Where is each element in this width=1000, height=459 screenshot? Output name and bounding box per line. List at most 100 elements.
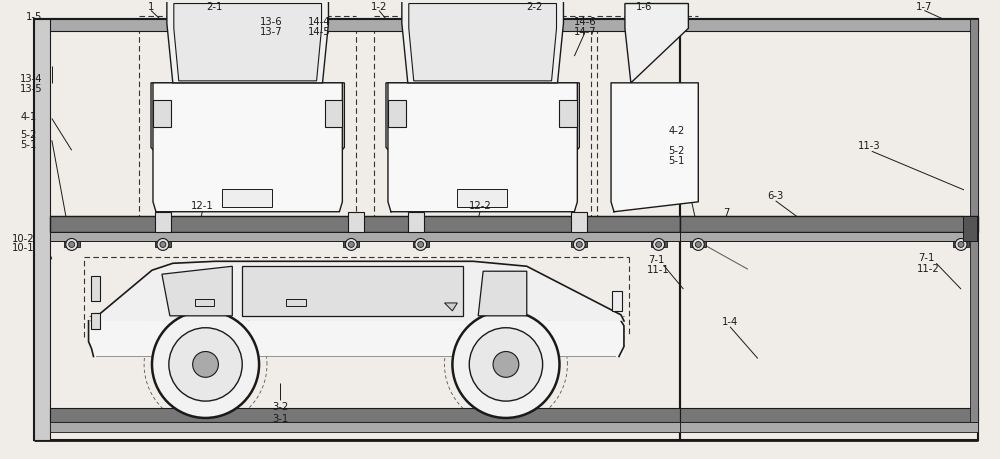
Bar (50, 422, 680, 432)
Text: 5-2: 5-2 (669, 146, 685, 156)
Bar (680, 408, 978, 422)
Bar (91, 277, 100, 301)
Polygon shape (611, 84, 698, 212)
Bar (680, 422, 978, 432)
Bar (286, 299, 306, 306)
Text: 13-5: 13-5 (20, 84, 43, 94)
Text: 6-3: 6-3 (768, 190, 784, 201)
Bar (680, 20, 978, 440)
Bar (343, 242, 359, 248)
Text: 1: 1 (148, 2, 154, 12)
Circle shape (418, 242, 424, 248)
Text: 14-4: 14-4 (308, 17, 330, 27)
Polygon shape (444, 303, 457, 311)
Polygon shape (409, 5, 557, 82)
Polygon shape (92, 262, 624, 321)
Text: 1-7: 1-7 (916, 2, 933, 12)
Bar (690, 242, 706, 248)
Polygon shape (388, 84, 577, 212)
Polygon shape (402, 0, 563, 84)
Text: 7-1: 7-1 (648, 255, 665, 265)
Bar (34, 20, 680, 32)
Text: 4-1: 4-1 (20, 112, 36, 121)
Text: 7: 7 (723, 207, 729, 217)
Bar (155, 242, 171, 248)
Text: 11-1: 11-1 (647, 265, 669, 274)
Text: 11-2: 11-2 (916, 263, 939, 274)
Polygon shape (153, 84, 342, 212)
Polygon shape (167, 0, 328, 84)
Bar (680, 216, 978, 232)
Text: 1-4: 1-4 (722, 316, 738, 326)
Polygon shape (386, 84, 579, 158)
Polygon shape (151, 84, 344, 158)
Bar (91, 313, 100, 329)
Circle shape (169, 328, 242, 401)
Text: 2-1: 2-1 (206, 2, 223, 12)
Bar (34, 20, 680, 440)
Bar (34, 20, 50, 440)
Bar (348, 212, 364, 232)
Bar (680, 20, 978, 32)
Bar (50, 408, 680, 422)
Text: 14-6: 14-6 (574, 17, 597, 27)
Text: 10-1: 10-1 (12, 243, 35, 253)
Polygon shape (174, 5, 322, 82)
Bar (222, 190, 272, 207)
Circle shape (958, 242, 964, 248)
Text: 14-7: 14-7 (574, 27, 597, 37)
Text: 14-5: 14-5 (308, 27, 330, 37)
Bar (50, 216, 680, 232)
Bar (970, 20, 978, 422)
Polygon shape (162, 267, 232, 316)
Text: 2-2: 2-2 (527, 2, 543, 12)
Circle shape (653, 239, 665, 251)
Text: 11-3: 11-3 (858, 141, 880, 151)
Bar (963, 216, 977, 242)
Text: 13-4: 13-4 (20, 74, 43, 84)
Bar (571, 242, 587, 248)
Circle shape (193, 352, 218, 377)
Bar (559, 101, 577, 128)
Circle shape (692, 239, 704, 251)
Circle shape (452, 311, 559, 418)
Text: 5-1: 5-1 (20, 140, 37, 150)
Bar (195, 299, 214, 306)
Text: 4-2: 4-2 (669, 126, 685, 136)
Circle shape (656, 242, 662, 248)
Circle shape (160, 242, 166, 248)
Circle shape (66, 239, 78, 251)
Bar (571, 212, 587, 232)
Polygon shape (478, 272, 527, 316)
Text: 12-1: 12-1 (191, 200, 214, 210)
Circle shape (69, 242, 75, 248)
Bar (953, 242, 969, 248)
Polygon shape (242, 267, 463, 316)
Bar (388, 101, 406, 128)
Text: 13-6: 13-6 (260, 17, 283, 27)
Polygon shape (625, 5, 688, 84)
Circle shape (152, 311, 259, 418)
Bar (50, 232, 680, 242)
Circle shape (348, 242, 354, 248)
Circle shape (573, 239, 585, 251)
Circle shape (157, 239, 169, 251)
Text: 3-2: 3-2 (272, 401, 288, 411)
Bar (153, 101, 171, 128)
Circle shape (695, 242, 701, 248)
Circle shape (576, 242, 582, 248)
Text: 5-1: 5-1 (669, 156, 685, 166)
Text: 1-2: 1-2 (371, 2, 387, 12)
Text: 5-2: 5-2 (20, 130, 37, 140)
Bar (680, 232, 978, 242)
Text: 7-1: 7-1 (918, 253, 935, 263)
Bar (408, 212, 424, 232)
Bar (64, 242, 80, 248)
Bar (155, 212, 171, 232)
Text: 1-5: 1-5 (26, 12, 42, 22)
Text: 12-2: 12-2 (469, 200, 492, 210)
Bar (612, 291, 622, 311)
Text: 10-2: 10-2 (12, 233, 35, 243)
Circle shape (493, 352, 519, 377)
Text: 1-6: 1-6 (636, 2, 652, 12)
